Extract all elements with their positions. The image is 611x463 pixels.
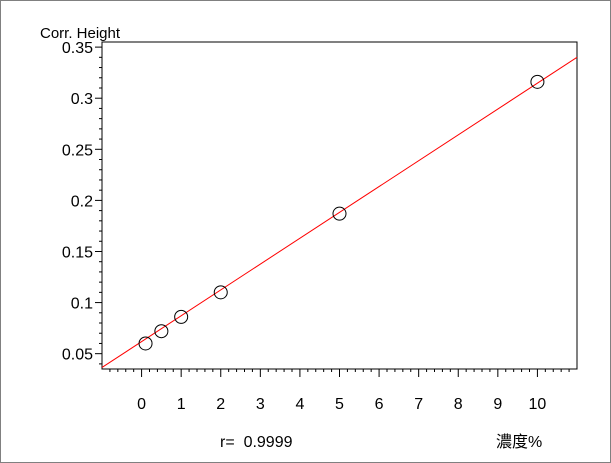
x-axis-label: 濃度%: [496, 433, 542, 451]
x-tick-label: 4: [295, 396, 304, 413]
y-tick-label: 0.35: [62, 40, 93, 57]
data-point: [174, 309, 189, 324]
y-axis-ticks: 0.05 0.1 0.15 0.2 0.25 0.3 0.35: [62, 40, 102, 364]
x-tick-label: 1: [177, 396, 186, 413]
x-tick-label: 5: [335, 396, 344, 413]
data-point: [213, 285, 228, 300]
y-tick-label: 0.05: [62, 347, 93, 364]
x-tick-label: 2: [216, 396, 225, 413]
y-tick-label: 0.2: [71, 193, 93, 210]
x-minor-ticks: [109, 369, 570, 372]
fit-line-group: [101, 56, 578, 368]
x-tick-label: 3: [256, 396, 265, 413]
y-tick-label: 0.1: [71, 296, 93, 313]
y-axis-label: Corr. Height: [40, 25, 121, 42]
y-minor-ticks: [99, 56, 102, 365]
x-tick-label: 8: [454, 396, 463, 413]
fit-line: [101, 56, 578, 368]
plot-area: [101, 41, 578, 370]
x-tick-label: 6: [375, 396, 384, 413]
x-tick-label: 7: [414, 396, 423, 413]
correlation-annotation: r= 0.9999: [220, 434, 293, 451]
y-tick-label: 0.3: [71, 91, 93, 108]
x-tick-label: 0: [137, 396, 146, 413]
data-points: [138, 74, 545, 351]
y-tick-label: 0.25: [62, 142, 93, 159]
data-point: [332, 206, 347, 221]
data-point: [138, 336, 153, 351]
x-tick-label: 9: [493, 396, 502, 413]
data-point: [154, 324, 169, 339]
x-axis-ticks: 0 1 2 3 4 5 6 7 8 9 10: [137, 369, 546, 413]
data-point: [530, 74, 545, 89]
y-tick-label: 0.15: [62, 244, 93, 261]
x-tick-label: 10: [529, 396, 547, 413]
